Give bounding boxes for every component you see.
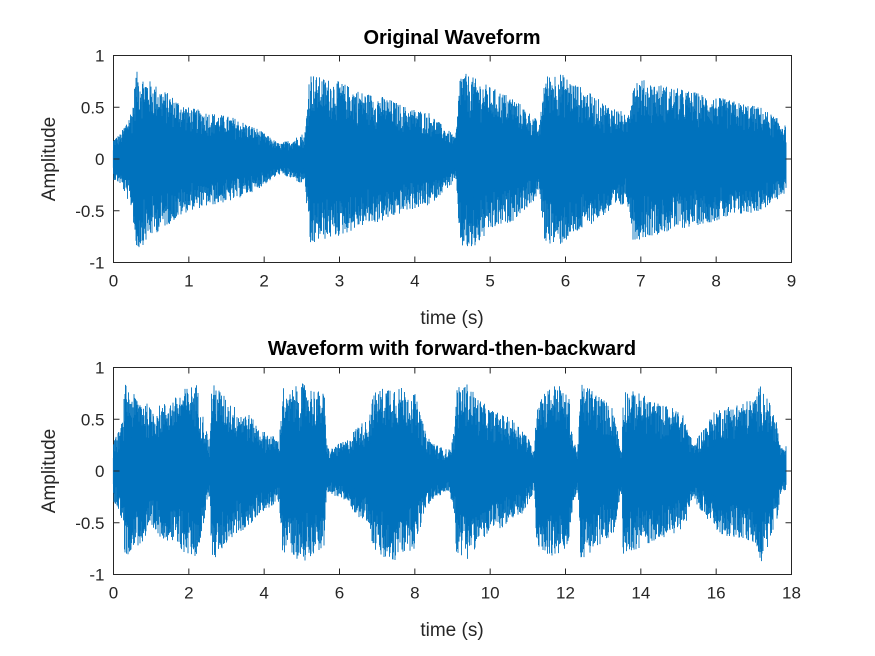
axes-original: 0 1 2 3 4 5 6 7 8 9 1 0.5 0 -0.5 -1 — [75, 47, 796, 291]
x-tick-label: 6 — [335, 584, 344, 603]
y-tick-label: 0 — [95, 150, 104, 169]
x-tick-label: 3 — [335, 272, 344, 291]
x-tick-label: 18 — [782, 584, 801, 603]
y-tick-label: -1 — [89, 566, 104, 585]
y-tick-label: 0 — [95, 462, 104, 481]
x-tick-label: 0 — [109, 584, 118, 603]
x-axis-label-original: time (s) — [420, 308, 483, 329]
y-axis-label-original: Amplitude — [39, 117, 60, 202]
subplot-original: 0 1 2 3 4 5 6 7 8 910.50-0.5-1 Original Waveform … — [39, 27, 796, 329]
x-tick-label: 6 — [561, 272, 570, 291]
y-tick-label: 1 — [95, 359, 104, 378]
x-tick-label: 1 — [184, 272, 193, 291]
axes-forward-backward: 0 2 4 6 8 10 12 14 16 18 1 0.5 0 -0.5 -1 — [75, 359, 801, 603]
x-tick-label: 7 — [636, 272, 645, 291]
x-tick-label: 0 — [109, 272, 118, 291]
x-tick-label: 5 — [485, 272, 494, 291]
x-tick-label: 2 — [184, 584, 193, 603]
x-tick-label: 14 — [631, 584, 650, 603]
x-tick-label: 2 — [259, 272, 268, 291]
y-tick-label: -0.5 — [75, 202, 104, 221]
chart-title-original: Original Waveform — [363, 27, 540, 49]
subplot-forward-backward: 0 2 4 6 8 10 12 14 16 18 1 0.5 0 -0.5 -1 Waveform with… — [39, 338, 801, 641]
x-tick-label: 9 — [787, 272, 796, 291]
x-tick-label: 12 — [556, 584, 575, 603]
x-axis-label-forward-backward: time (s) — [420, 620, 483, 641]
x-tick-label: 4 — [410, 272, 419, 291]
x-tick-label: 8 — [410, 584, 419, 603]
y-tick-label: 1 — [95, 47, 104, 66]
y-tick-label: 0.5 — [81, 98, 105, 117]
x-tick-label: 4 — [259, 584, 268, 603]
chart-title-forward-backward: Waveform with forward-then-backward — [268, 338, 636, 360]
x-tick-label: 10 — [481, 584, 500, 603]
y-tick-label: -0.5 — [75, 514, 104, 533]
x-tick-label: 8 — [711, 272, 720, 291]
waveform-original — [112, 71, 787, 248]
y-tick-label: -1 — [89, 254, 104, 273]
y-axis-label-forward-backward: Amplitude — [39, 429, 60, 514]
x-tick-label: 16 — [707, 584, 726, 603]
y-tick-label: 0.5 — [81, 410, 105, 429]
